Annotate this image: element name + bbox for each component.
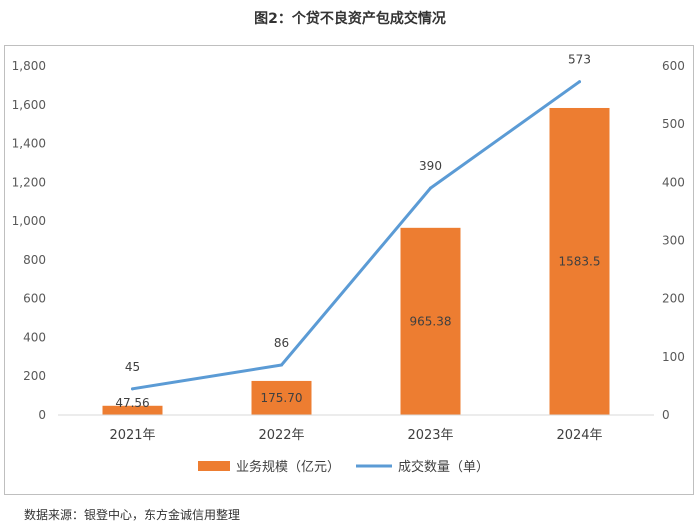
x-axis-tick-label: 2022年 <box>258 428 304 443</box>
left-axis-tick-label: 200 <box>23 369 46 383</box>
line-value-label: 573 <box>568 53 591 67</box>
legend-swatch-bar <box>198 461 230 471</box>
right-axis-tick-label: 0 <box>662 408 670 422</box>
left-axis-tick-label: 1,800 <box>12 59 46 73</box>
line-path <box>131 80 581 391</box>
x-axis-tick-label: 2021年 <box>109 428 155 443</box>
line-value-label: 390 <box>419 159 442 173</box>
left-axis-tick-label: 0 <box>38 408 46 422</box>
x-axis-tick-label: 2024年 <box>556 428 602 443</box>
line-data-labels: 45 86 390 573 <box>125 53 591 374</box>
right-axis-tick-label: 200 <box>662 292 685 306</box>
bar-value-label: 1583.5 <box>559 254 601 268</box>
bar-value-label: 175.70 <box>261 391 303 405</box>
right-axis-tick-label: 100 <box>662 350 685 364</box>
left-axis-tick-label: 1,000 <box>12 214 46 228</box>
line-series <box>131 80 581 391</box>
legend-label-bar: 业务规模（亿元） <box>236 459 340 475</box>
combo-chart: 0 200 400 600 800 1,000 1,200 1,400 1,600 1,800 0… <box>12 53 685 475</box>
bar-value-label: 965.38 <box>410 314 452 328</box>
bar-value-label: 47.56 <box>115 396 149 410</box>
right-axis-tick-label: 400 <box>662 175 685 189</box>
right-axis-tick-label: 300 <box>662 234 685 248</box>
right-axis-tick-label: 600 <box>662 59 685 73</box>
line-point <box>131 387 134 391</box>
left-axis-tick-label: 400 <box>23 330 46 344</box>
bar <box>102 405 163 415</box>
chart-frame <box>4 45 694 495</box>
line-point <box>280 363 283 367</box>
bar <box>400 227 461 415</box>
x-axis-tick-label: 2023年 <box>407 428 453 443</box>
line-point <box>578 80 581 84</box>
line-point <box>429 186 432 190</box>
legend: 业务规模（亿元） 成交数量（单） <box>198 459 489 475</box>
left-axis-tick-label: 1,400 <box>12 137 46 151</box>
left-axis: 0 200 400 600 800 1,000 1,200 1,400 1,600 1,800 <box>12 59 46 422</box>
source-note: 数据来源：银登中心，东方金诚信用整理 <box>24 508 241 522</box>
right-axis: 0 100 200 300 400 500 600 <box>662 59 685 422</box>
bar <box>251 380 312 415</box>
left-axis-tick-label: 600 <box>23 292 46 306</box>
legend-label-line: 成交数量（单） <box>398 459 489 475</box>
bar <box>549 107 610 416</box>
x-axis: 2021年 2022年 2023年 2024年 <box>58 414 654 443</box>
right-axis-tick-label: 500 <box>662 117 685 131</box>
line-value-label: 86 <box>274 336 289 350</box>
line-value-label: 45 <box>125 360 140 374</box>
chart-title: 图2：个贷不良资产包成交情况 <box>254 11 446 27</box>
left-axis-tick-label: 1,200 <box>12 175 46 189</box>
left-axis-tick-label: 800 <box>23 253 46 267</box>
bar-series <box>102 107 610 416</box>
bar-data-labels: 47.56 175.70 965.38 1583.5 <box>115 254 600 410</box>
left-axis-tick-label: 1,600 <box>12 98 46 112</box>
